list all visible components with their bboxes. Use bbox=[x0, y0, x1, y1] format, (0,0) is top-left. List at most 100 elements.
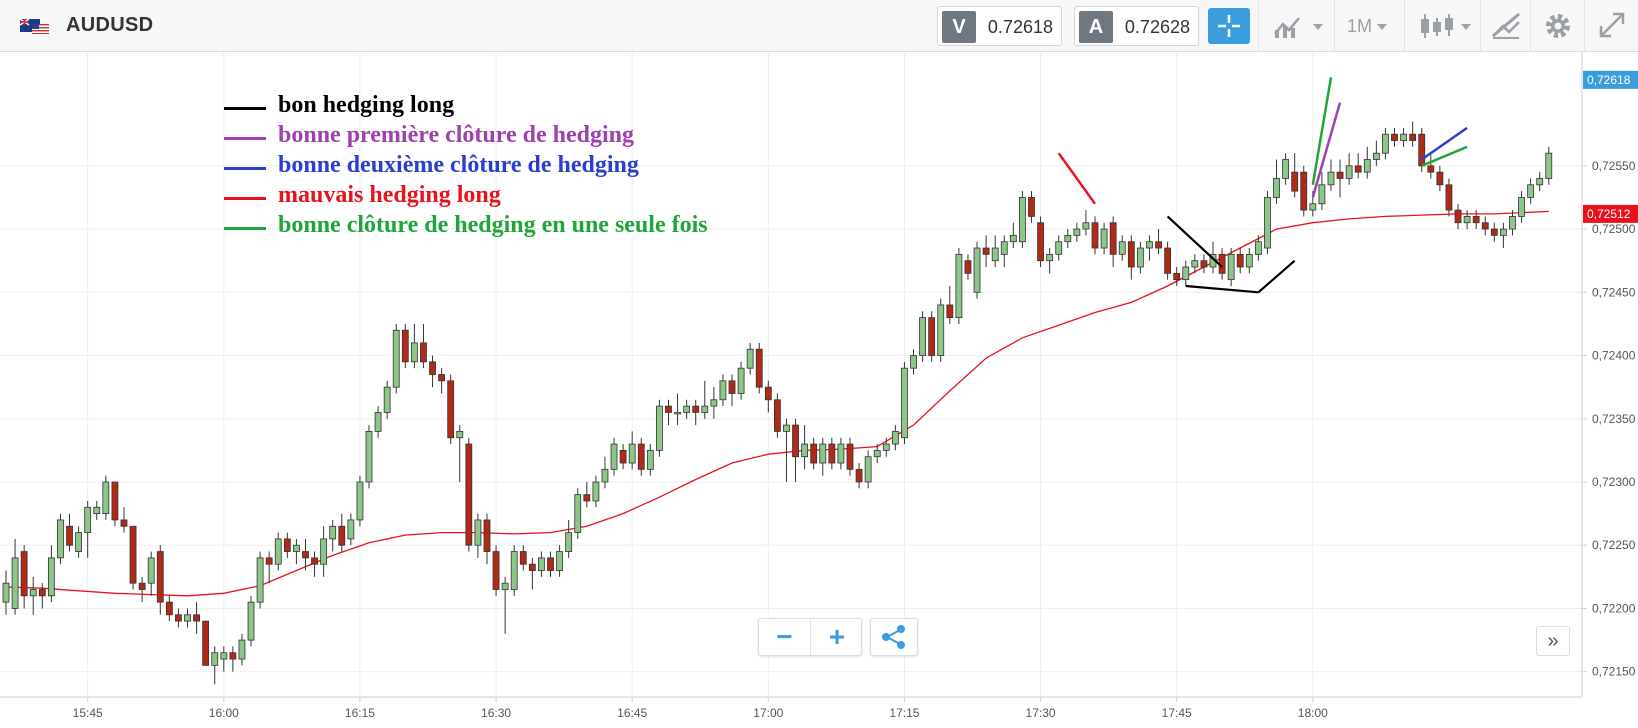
candle bbox=[1490, 222, 1498, 242]
candle bbox=[1481, 216, 1489, 236]
candle bbox=[1527, 178, 1535, 204]
zoom-in-button[interactable]: + bbox=[828, 621, 846, 652]
candle-body bbox=[1164, 247, 1172, 274]
candle-body bbox=[764, 386, 772, 401]
y-tick-label: 0,72300 bbox=[1592, 475, 1636, 489]
draw-tools-button[interactable] bbox=[1480, 0, 1530, 52]
candle-body bbox=[1372, 152, 1380, 160]
candle bbox=[701, 380, 709, 419]
bid-price-box[interactable]: V 0.72618 bbox=[937, 6, 1062, 46]
candle bbox=[11, 538, 19, 615]
candle bbox=[510, 545, 518, 596]
annotation-line bbox=[1057, 152, 1097, 205]
legend-swatch bbox=[224, 227, 266, 230]
candle bbox=[864, 450, 872, 489]
ask-price-box[interactable]: A 0.72628 bbox=[1074, 6, 1199, 46]
settings-button[interactable] bbox=[1530, 0, 1584, 52]
candle bbox=[882, 437, 890, 457]
candle-body bbox=[29, 589, 37, 597]
candle-body bbox=[438, 374, 446, 382]
zoom-out-button[interactable]: − bbox=[759, 619, 811, 655]
candle bbox=[256, 551, 264, 609]
candle bbox=[665, 399, 672, 426]
candle bbox=[111, 481, 119, 527]
chart-type-button[interactable] bbox=[1258, 0, 1334, 52]
y-tick-label: 0,72450 bbox=[1592, 285, 1636, 299]
candle bbox=[1354, 153, 1362, 179]
candle-body bbox=[628, 443, 636, 464]
candle-body bbox=[828, 443, 836, 464]
candle bbox=[1127, 235, 1135, 280]
candle-body bbox=[1100, 228, 1108, 249]
candle-body bbox=[792, 424, 799, 458]
candle bbox=[683, 399, 691, 419]
candle-body bbox=[583, 494, 591, 502]
candle bbox=[1518, 191, 1525, 223]
candle bbox=[329, 519, 337, 552]
candle-body bbox=[111, 481, 119, 521]
timeframe-dropdown[interactable]: 1M bbox=[1334, 0, 1404, 52]
candle bbox=[592, 475, 600, 508]
candle bbox=[1236, 248, 1244, 274]
annotation-lines bbox=[1057, 77, 1468, 294]
candle bbox=[719, 374, 727, 407]
price-chart[interactable]: 0,72150 0,72200 0,72250 0,72300 0,72350 0,724… bbox=[0, 52, 1638, 728]
candle bbox=[601, 456, 609, 489]
candle-body bbox=[592, 481, 600, 502]
candle bbox=[1182, 260, 1190, 286]
candle bbox=[973, 241, 981, 299]
candle bbox=[901, 361, 908, 445]
scroll-to-end-button[interactable]: » bbox=[1536, 626, 1570, 656]
candle-body bbox=[547, 557, 554, 571]
symbol-title: AUDUSD bbox=[66, 14, 154, 36]
candle bbox=[129, 525, 137, 590]
candle-body bbox=[1236, 253, 1244, 268]
candle-body bbox=[347, 519, 355, 540]
crosshair-button[interactable] bbox=[1208, 8, 1250, 44]
y-tick-label: 0,72200 bbox=[1592, 601, 1636, 615]
x-tick-label: 16:45 bbox=[617, 706, 647, 720]
candle-body bbox=[211, 652, 219, 666]
candle-body bbox=[1146, 241, 1153, 249]
candle bbox=[447, 374, 455, 445]
ma-value-tag: 0,72512 bbox=[1583, 204, 1638, 223]
candle bbox=[910, 349, 917, 375]
candle bbox=[429, 355, 436, 388]
candle bbox=[465, 437, 473, 552]
annotation-line bbox=[1257, 259, 1296, 294]
candle-body bbox=[1109, 222, 1117, 255]
candle bbox=[57, 513, 64, 565]
candlestick-style-button[interactable] bbox=[1404, 0, 1480, 52]
candle bbox=[746, 342, 754, 375]
candle bbox=[1372, 140, 1380, 166]
candle-body bbox=[1019, 197, 1026, 243]
candle-body bbox=[982, 247, 990, 255]
annotation-line bbox=[1420, 126, 1468, 161]
candle bbox=[946, 285, 954, 324]
candle bbox=[646, 444, 654, 476]
y-tick-label: 0,72150 bbox=[1592, 665, 1636, 679]
share-button[interactable] bbox=[870, 618, 918, 656]
candle bbox=[1382, 127, 1389, 160]
candle-body bbox=[601, 468, 609, 483]
candle bbox=[955, 248, 963, 324]
candle-body bbox=[1363, 159, 1371, 173]
fullscreen-button[interactable] bbox=[1584, 0, 1638, 52]
candle bbox=[801, 425, 809, 470]
bid-value: 0.72618 bbox=[987, 17, 1053, 37]
candle-body bbox=[410, 342, 418, 363]
candle bbox=[247, 595, 255, 647]
candle bbox=[728, 374, 736, 407]
candle bbox=[574, 488, 582, 539]
candle-body bbox=[1409, 133, 1417, 141]
candle-body bbox=[864, 456, 872, 483]
candle-body bbox=[429, 361, 436, 375]
candle-body bbox=[1354, 165, 1362, 173]
candle bbox=[20, 545, 28, 609]
ma-value-tag-label: 0,72512 bbox=[1587, 207, 1631, 221]
legend-text: bonne première clôture de hedging bbox=[278, 122, 634, 148]
candle bbox=[102, 475, 110, 520]
candle-body bbox=[873, 449, 881, 458]
candle bbox=[610, 437, 618, 476]
candle-body bbox=[819, 443, 827, 464]
